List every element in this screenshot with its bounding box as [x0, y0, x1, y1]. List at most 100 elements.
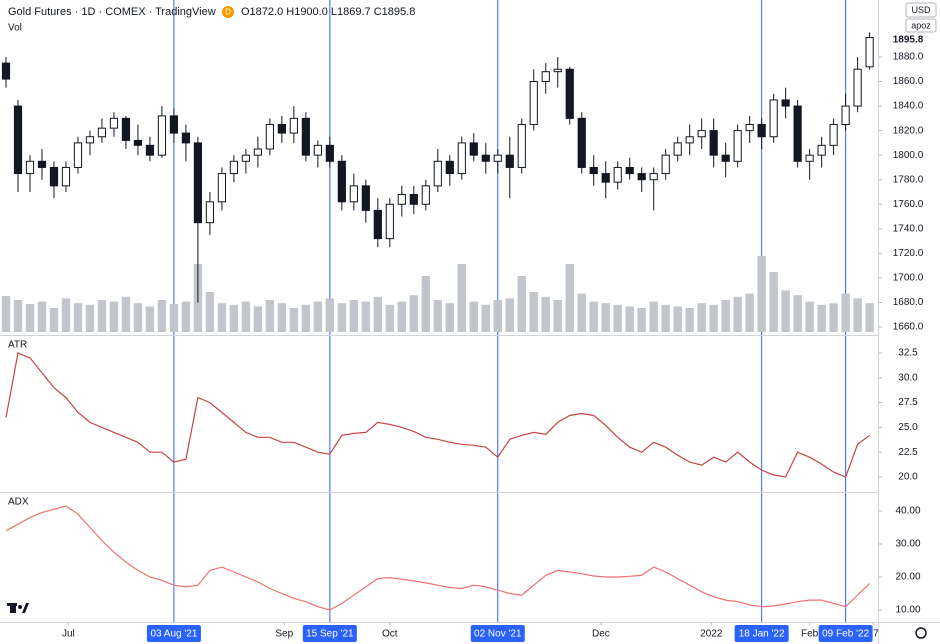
volume-bar — [289, 308, 299, 332]
volume-bar — [361, 301, 371, 332]
candle-body — [517, 123, 526, 168]
candle-body — [397, 193, 406, 205]
volume-bar — [673, 306, 682, 332]
y-tick-label: 1860.0 — [893, 76, 924, 87]
volume-bar — [613, 304, 622, 332]
volume-bar — [181, 301, 191, 332]
volume-bar — [601, 303, 610, 332]
y-tick-label: 1700.0 — [893, 273, 924, 284]
volume-bar — [589, 301, 598, 332]
candle-body — [745, 123, 754, 132]
candle-body — [637, 173, 646, 181]
volume-bar — [649, 301, 658, 332]
marks-layer — [1, 32, 874, 611]
volume-bar — [505, 298, 514, 332]
candle-body — [73, 142, 83, 168]
logo-part — [18, 605, 22, 609]
marker-label: 03 Aug '21 — [150, 629, 197, 640]
x-tick-label: 17 — [868, 629, 880, 640]
candle-body — [361, 185, 370, 211]
volume-bar — [121, 296, 131, 332]
y-tick-label: 30.00 — [895, 539, 920, 550]
candle-body — [457, 142, 466, 175]
volume-bar — [517, 276, 526, 332]
chart-title: Gold Futures · 1D · COMEX · TradingView — [8, 6, 216, 18]
y-tick-label: 30.0 — [898, 372, 918, 383]
candle-body — [289, 117, 298, 134]
volume-bar — [49, 308, 59, 332]
volume-bar — [493, 300, 502, 332]
y-tick-label: 1760.0 — [893, 199, 924, 210]
candle-body — [37, 160, 47, 168]
y-tick-label: 25.0 — [898, 422, 918, 433]
x-tick-label: Feb — [801, 629, 819, 640]
volume-bar — [721, 300, 730, 332]
currency-button[interactable] — [905, 2, 937, 18]
candle-body — [421, 185, 430, 205]
candle-body — [757, 123, 766, 138]
candle-body — [505, 154, 514, 168]
volume-bar — [13, 300, 23, 332]
candle-body — [553, 68, 562, 73]
volume-bar — [109, 301, 119, 332]
candle-body — [829, 123, 838, 146]
volume-bar — [829, 303, 838, 332]
candle-body — [85, 136, 95, 144]
volume-bar — [757, 256, 766, 332]
candle-body — [337, 160, 346, 203]
y-tick-label: 27.5 — [898, 397, 918, 408]
volume-bar — [709, 304, 718, 332]
y-tick-label: 32.5 — [898, 348, 918, 359]
y-tick-label: 1740.0 — [893, 223, 924, 234]
volume-bar — [733, 296, 742, 332]
indicator-line — [5, 505, 871, 611]
y-tick-label: 1660.0 — [893, 322, 924, 333]
marker-label-box — [734, 625, 789, 642]
candle-body — [613, 166, 622, 183]
volume-bar — [565, 264, 574, 332]
candle-body — [205, 201, 215, 224]
volume-bar — [817, 304, 826, 332]
candle-body — [229, 160, 238, 175]
volume-bar — [625, 306, 634, 332]
volume-bar — [841, 293, 850, 332]
candle-body — [373, 209, 382, 240]
volume-bar — [793, 295, 802, 332]
volume-bar — [169, 304, 179, 332]
volume-bar — [469, 301, 478, 332]
candle-body — [313, 144, 322, 156]
marker-label: 02 Nov '21 — [474, 629, 522, 640]
volume-bar — [133, 303, 143, 332]
candle-body — [109, 117, 119, 129]
candle-body — [793, 105, 802, 162]
adx-label: ADX — [8, 497, 29, 508]
settings-icon[interactable] — [915, 627, 927, 639]
indicator-line — [5, 352, 870, 478]
volume-bar — [85, 304, 95, 332]
candle-body — [469, 142, 478, 156]
volume-bar — [229, 304, 239, 332]
volume-bar — [805, 301, 814, 332]
candle-body — [181, 132, 191, 144]
candle-body — [769, 99, 778, 138]
volume-bar — [145, 306, 155, 332]
volume-bar — [277, 303, 287, 332]
candle-body — [853, 68, 862, 107]
candle-body — [841, 105, 850, 125]
ohlc-legend: O1872.0 H1900.0 L1869.7 C1895.8 — [241, 6, 415, 18]
candle-body — [277, 123, 286, 134]
volume-bar — [541, 296, 550, 332]
volume-bar — [385, 304, 395, 332]
y-tick-label: 20.0 — [898, 472, 918, 483]
volume-bar — [481, 304, 490, 332]
scale-button[interactable] — [905, 18, 937, 33]
volume-bar — [433, 300, 442, 332]
marker-label-box — [146, 625, 201, 642]
y-tick-label: 1800.0 — [893, 150, 924, 161]
candle-body — [493, 154, 502, 162]
candle-body — [649, 173, 658, 181]
volume-bar — [241, 301, 251, 332]
y-tick-label: 1680.0 — [893, 297, 924, 308]
candle-body — [385, 203, 394, 240]
